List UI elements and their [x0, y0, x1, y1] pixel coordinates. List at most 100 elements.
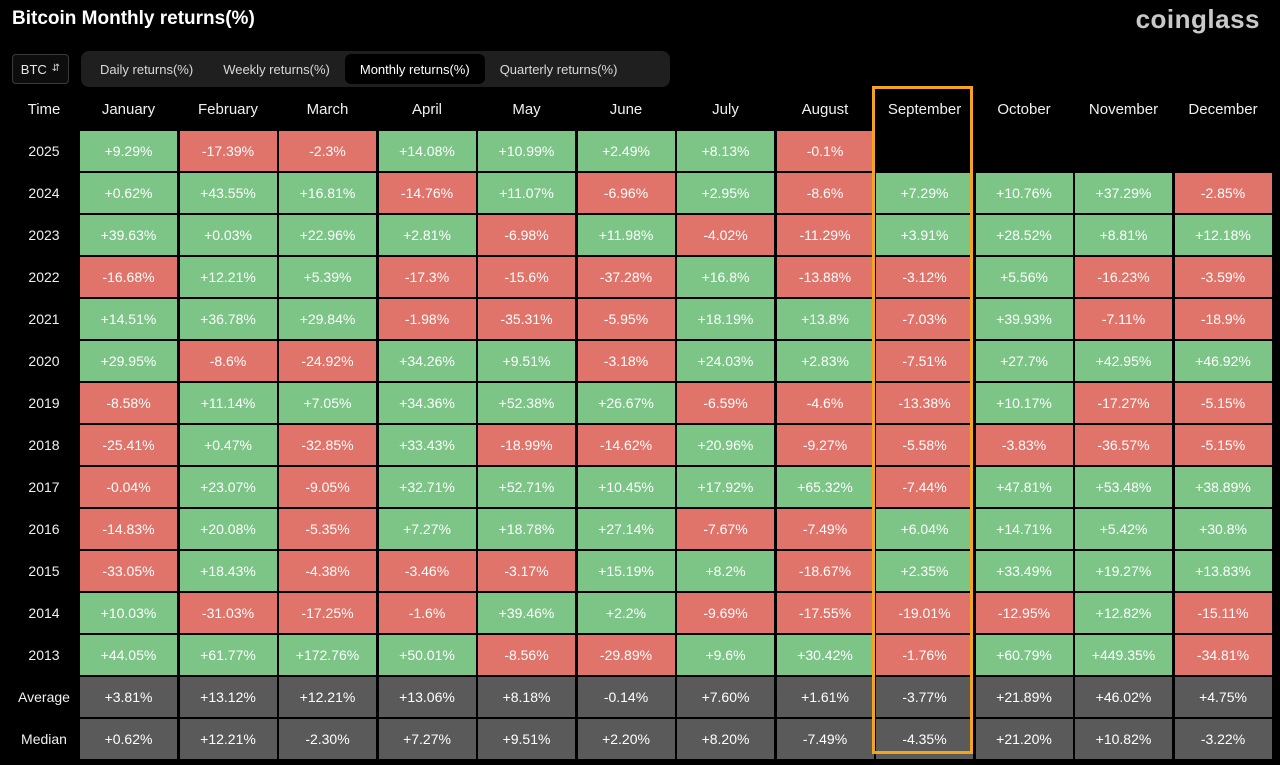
return-cell: +11.98% [577, 215, 675, 255]
return-cell: +7.27% [378, 719, 476, 759]
return-cell: +34.36% [378, 383, 476, 423]
return-cell: -16.23% [1075, 257, 1172, 297]
return-cell: -3.46% [378, 551, 476, 591]
return-cell: -9.69% [677, 593, 774, 633]
return-cell: -4.6% [776, 383, 874, 423]
return-cell: +12.21% [279, 677, 376, 717]
row-label: 2017 [28, 479, 60, 495]
return-cell: -6.96% [577, 173, 675, 213]
column-header-february: February [197, 100, 259, 118]
table-row: 2025 +9.29% -17.39% -2.3% +14.08% +10.99% +2.4… [0, 130, 1270, 172]
return-cell: -35.31% [478, 299, 575, 339]
table-row: 2020 +29.95% -8.6% -24.92% +34.26% +9.51% -3.1… [0, 340, 1272, 382]
return-cell: +9.51% [478, 341, 575, 381]
column-header-october: October [997, 100, 1051, 118]
return-cell: +42.95% [1075, 341, 1172, 381]
return-cell: +0.62% [80, 719, 177, 759]
row-label: Average [18, 689, 70, 705]
return-cell: +28.52% [975, 215, 1073, 255]
return-cell: +33.49% [975, 551, 1073, 591]
return-cell: -4.35% [876, 719, 973, 759]
return-cell: +36.78% [179, 299, 277, 339]
row-label: 2015 [28, 563, 60, 579]
return-cell: -0.04% [80, 467, 177, 507]
return-cell: +8.20% [677, 719, 774, 759]
row-label: 2024 [28, 185, 60, 201]
return-cell: +8.18% [478, 677, 575, 717]
return-cell: +10.76% [975, 173, 1073, 213]
return-cell: -18.99% [478, 425, 575, 465]
return-cell: -3.59% [1174, 257, 1272, 297]
return-cell: +9.6% [677, 635, 774, 675]
return-cell: -4.38% [279, 551, 376, 591]
return-cell: +15.19% [577, 551, 675, 591]
table-header-row: Time January February March April May June July… [0, 88, 1270, 130]
return-cell: +65.32% [776, 467, 874, 507]
return-cell: +7.05% [279, 383, 376, 423]
return-cell: +30.8% [1174, 509, 1272, 549]
return-cell: +53.48% [1075, 467, 1172, 507]
tab-quarterly-returns[interactable]: Quarterly returns(%) [499, 61, 618, 77]
return-cell: +10.99% [478, 131, 575, 171]
return-cell: -5.95% [577, 299, 675, 339]
return-cell: +21.89% [975, 677, 1073, 717]
return-cell: -2.3% [279, 131, 376, 171]
return-cell: +20.96% [677, 425, 774, 465]
return-cell: +11.14% [179, 383, 277, 423]
return-cell: -15.11% [1174, 593, 1272, 633]
return-cell: +39.46% [478, 593, 575, 633]
table-row: 2021 +14.51% +36.78% +29.84% -1.98% -35.31% -5… [0, 298, 1272, 340]
page-title: Bitcoin Monthly returns(%) [12, 8, 255, 29]
return-cell: +2.2% [577, 593, 675, 633]
return-cell: +27.14% [577, 509, 675, 549]
return-cell: -32.85% [279, 425, 376, 465]
return-cell: +9.51% [478, 719, 575, 759]
return-cell: +32.71% [378, 467, 476, 507]
column-header-june: June [609, 100, 643, 118]
coin-select-value: BTC [20, 61, 47, 77]
return-cell: +14.08% [378, 131, 476, 171]
return-cell: -1.76% [876, 635, 973, 675]
return-cell: -9.27% [776, 425, 874, 465]
return-cell: +10.45% [577, 467, 675, 507]
return-cell: +5.56% [975, 257, 1073, 297]
return-cell: -12.95% [975, 593, 1073, 633]
column-header-august: August [801, 100, 849, 118]
return-cell: +12.82% [1075, 593, 1172, 633]
return-cell: +8.81% [1075, 215, 1172, 255]
return-cell: -31.03% [179, 593, 277, 633]
return-cell: +29.95% [80, 341, 177, 381]
row-label: 2021 [28, 311, 60, 327]
row-label: Median [21, 731, 67, 747]
return-cell: +39.93% [975, 299, 1073, 339]
table-row: 2023 +39.63% +0.03% +22.96% +2.81% -6.98% +11.… [0, 214, 1272, 256]
return-cell: -5.58% [876, 425, 973, 465]
return-cell: +24.03% [677, 341, 774, 381]
return-cell: +50.01% [378, 635, 476, 675]
return-cell: -7.44% [876, 467, 973, 507]
return-cell: +10.82% [1075, 719, 1172, 759]
tab-daily-returns[interactable]: Daily returns(%) [100, 61, 194, 77]
column-header-december: December [1188, 100, 1258, 118]
return-cell: +43.55% [179, 173, 277, 213]
return-cell: +21.20% [975, 719, 1073, 759]
return-cell: +44.05% [80, 635, 177, 675]
row-label: 2023 [28, 227, 60, 243]
return-cell: +8.13% [677, 131, 774, 171]
tab-weekly-returns[interactable]: Weekly returns(%) [223, 61, 330, 77]
row-label: 2022 [28, 269, 60, 285]
return-cell: -1.98% [378, 299, 476, 339]
coin-select[interactable]: BTC ⇵ [12, 54, 69, 84]
tab-monthly-returns[interactable]: Monthly returns(%) [344, 54, 485, 84]
return-cell: -4.02% [677, 215, 774, 255]
return-cell: +12.18% [1174, 215, 1272, 255]
return-cell: -37.28% [577, 257, 675, 297]
return-cell: +46.02% [1075, 677, 1172, 717]
return-cell: -17.3% [378, 257, 476, 297]
return-cell: +3.81% [80, 677, 177, 717]
return-cell: -15.6% [478, 257, 575, 297]
column-header-april: April [411, 100, 442, 118]
return-cell: +7.27% [378, 509, 476, 549]
return-cell: -17.25% [279, 593, 376, 633]
return-cell: -36.57% [1075, 425, 1172, 465]
